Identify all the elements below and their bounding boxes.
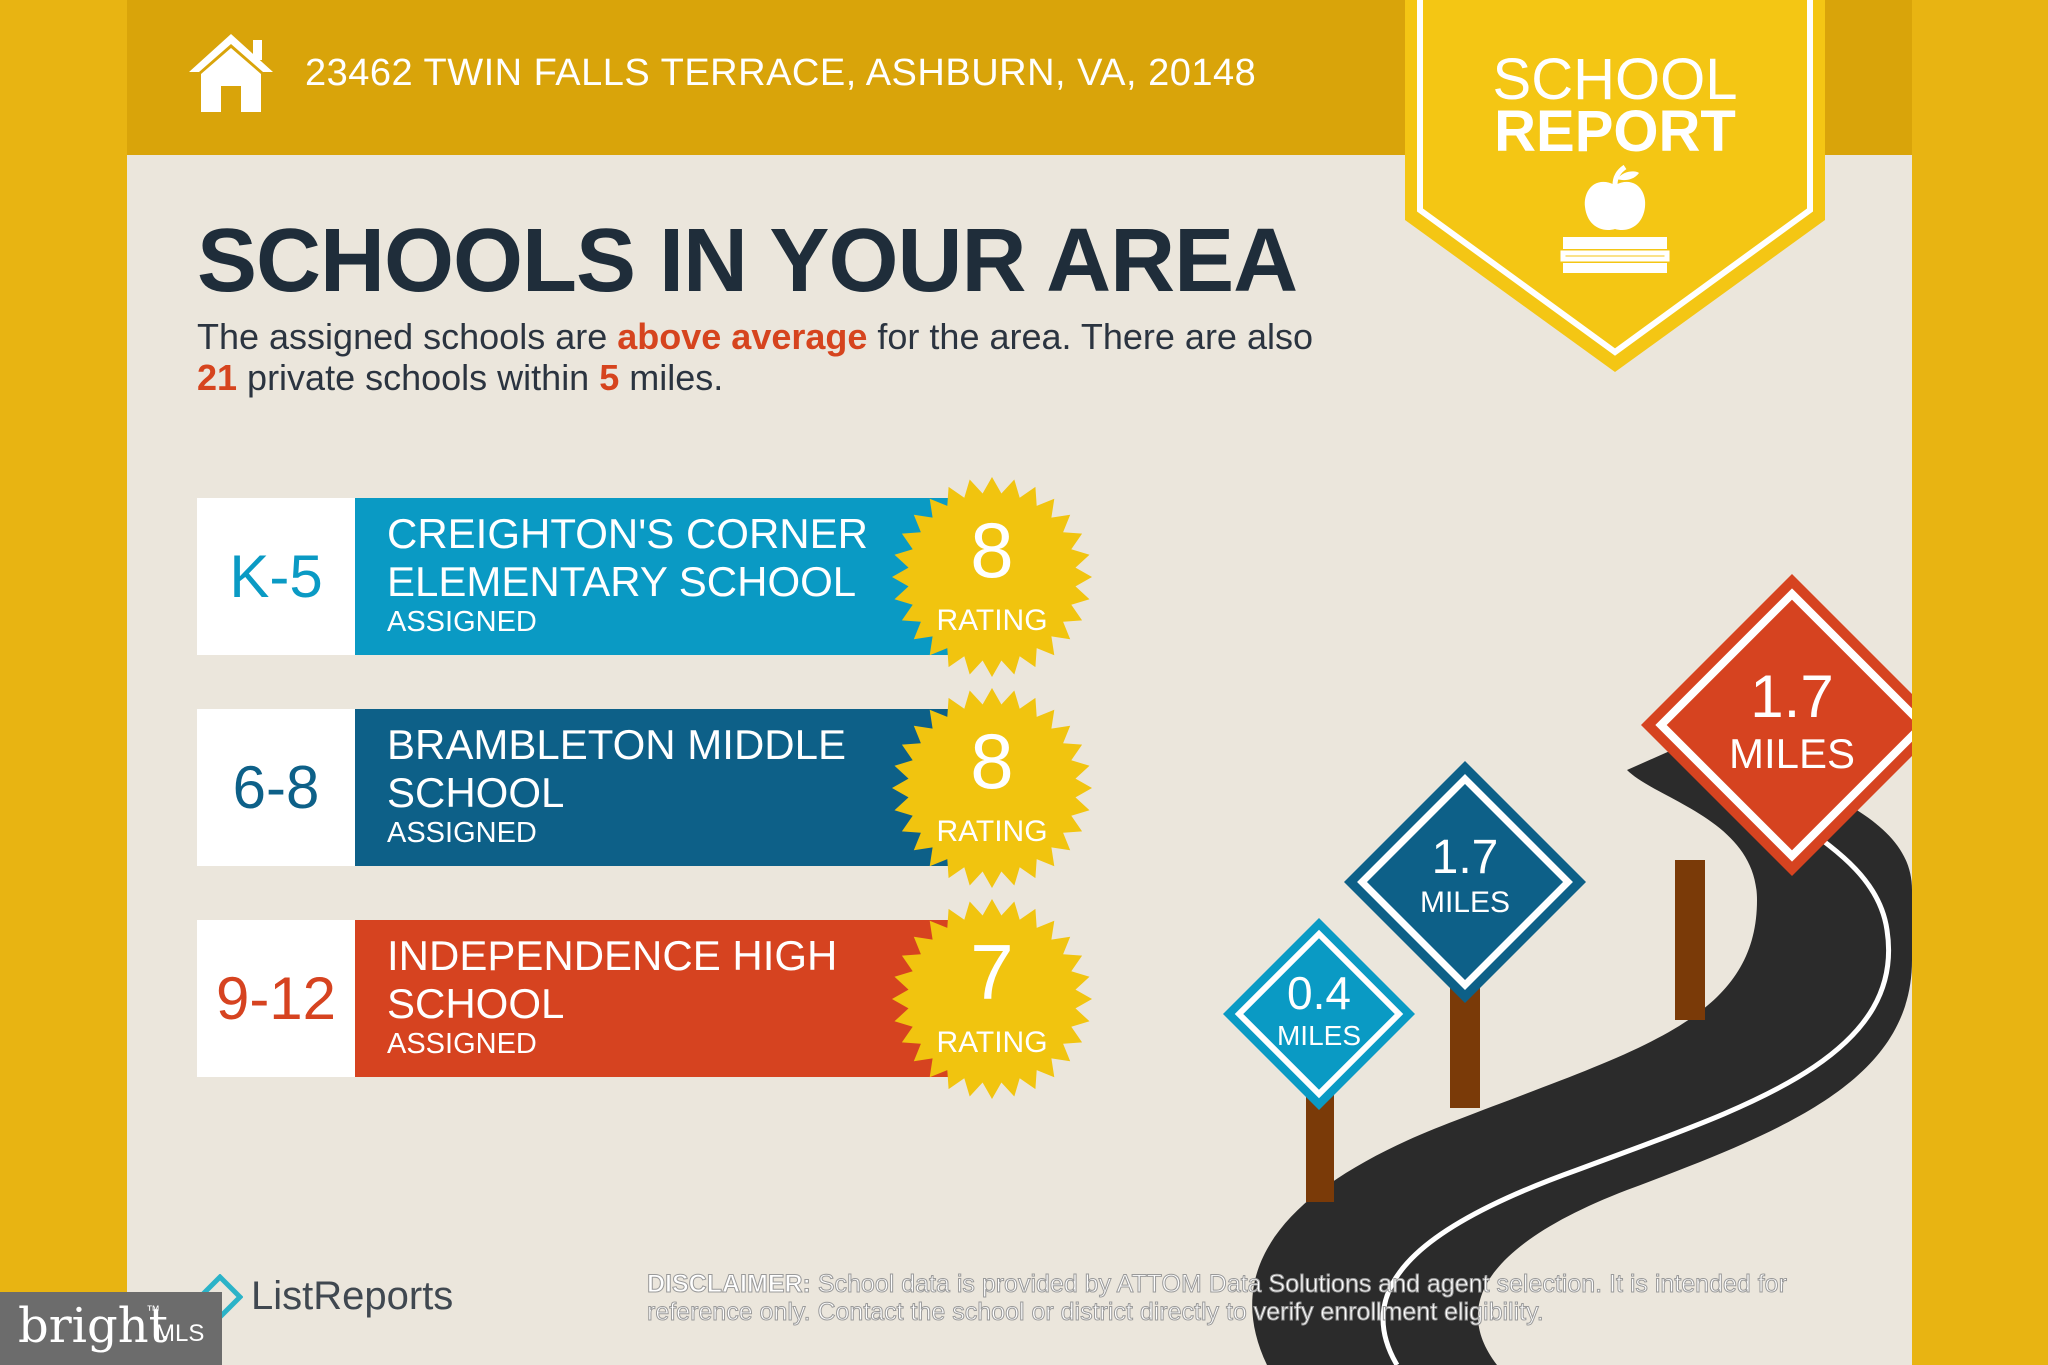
school-report-card: 23462 TWIN FALLS TERRACE, ASHBURN, VA, 2…: [127, 0, 1912, 1365]
apple-books-icon: [1560, 165, 1670, 273]
assigned-status: ASSIGNED: [387, 817, 537, 849]
school-name: BRAMBLETON MIDDLE SCHOOL: [387, 721, 846, 816]
bright-wordmark: bright: [18, 1298, 168, 1354]
school-report-badge: SCHOOL REPORT: [1405, 0, 1825, 375]
rating-label: RATING: [936, 1026, 1048, 1059]
sign-distance-unit: MILES: [1276, 1020, 1362, 1051]
summary-highlight-rating: above average: [617, 316, 868, 357]
disclaimer: DISCLAIMER: School data is provided by A…: [647, 1270, 1847, 1327]
rating-value: 8: [970, 717, 1014, 805]
rating-label: RATING: [936, 604, 1048, 637]
grade-range: 9-12: [197, 920, 355, 1077]
grade-range: K-5: [197, 498, 355, 655]
sign-distance-value: 1.7: [1750, 663, 1834, 730]
disclaimer-text: School data is provided by ATTOM Data So…: [647, 1270, 1788, 1327]
brand-name: ListReports: [251, 1274, 454, 1318]
sign-distance-unit: MILES: [1419, 886, 1511, 919]
rating-label: RATING: [936, 815, 1048, 848]
school-band: INDEPENDENCE HIGH SCHOOL ASSIGNED: [355, 920, 975, 1077]
rating-seal: [892, 899, 1092, 1099]
rating-value: 8: [970, 506, 1014, 594]
disclaimer-label: DISCLAIMER:: [647, 1270, 812, 1299]
sign-distance-value: 1.7: [1431, 831, 1499, 884]
assigned-status: ASSIGNED: [387, 606, 537, 638]
summary-highlight-distance: 5: [599, 357, 620, 398]
assigned-status: ASSIGNED: [387, 1028, 537, 1060]
home-icon: [189, 34, 273, 112]
page-title: SCHOOLS IN YOUR AREA: [197, 211, 1298, 311]
road-illustration: 0.4 MILES 1.7 MILES 1.7 MILES: [1197, 540, 1912, 1365]
grade-range: 6-8: [197, 709, 355, 866]
badge-title-line1: SCHOOL: [1492, 47, 1738, 112]
trademark-symbol: ™: [146, 1302, 160, 1318]
distance-sign: [1223, 918, 1415, 1110]
school-band: BRAMBLETON MIDDLE SCHOOL ASSIGNED: [355, 709, 975, 866]
summary-highlight-count: 21: [197, 357, 238, 398]
mls-label: MLS: [155, 1320, 205, 1347]
property-address: 23462 TWIN FALLS TERRACE, ASHBURN, VA, 2…: [305, 52, 1257, 94]
bright-mls-watermark: bright ™ MLS: [0, 1292, 222, 1365]
summary-text: The assigned schools are above average f…: [197, 316, 1313, 398]
sign-distance-unit: MILES: [1728, 730, 1856, 777]
badge-title-line2: REPORT: [1494, 99, 1736, 164]
school-name: CREIGHTON'S CORNER ELEMENTARY SCHOOL: [387, 510, 868, 605]
sign-distance-value: 0.4: [1287, 967, 1351, 1019]
school-name: INDEPENDENCE HIGH SCHOOL: [387, 932, 838, 1027]
rating-seal: [892, 477, 1092, 677]
rating-seal: [892, 688, 1092, 888]
rating-value: 7: [970, 928, 1014, 1016]
school-band: CREIGHTON'S CORNER ELEMENTARY SCHOOL ASS…: [355, 498, 975, 655]
distance-sign: [1344, 761, 1586, 1003]
distance-sign: [1641, 574, 1912, 876]
